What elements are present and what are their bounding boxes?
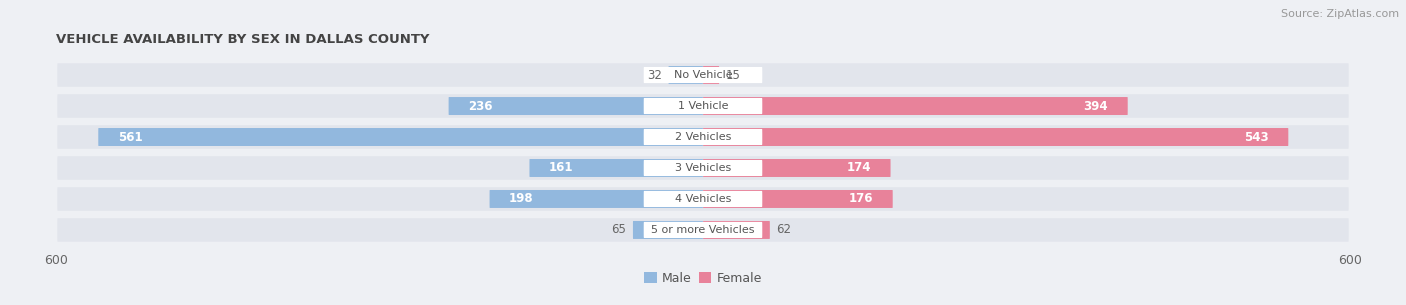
Text: 2 Vehicles: 2 Vehicles — [675, 132, 731, 142]
Text: 394: 394 — [1084, 99, 1108, 113]
Text: 62: 62 — [776, 224, 792, 236]
Text: No Vehicle: No Vehicle — [673, 70, 733, 80]
Text: 174: 174 — [846, 161, 872, 174]
FancyBboxPatch shape — [644, 129, 762, 145]
FancyBboxPatch shape — [703, 128, 1288, 146]
Text: VEHICLE AVAILABILITY BY SEX IN DALLAS COUNTY: VEHICLE AVAILABILITY BY SEX IN DALLAS CO… — [56, 33, 430, 46]
FancyBboxPatch shape — [644, 191, 762, 207]
Text: 543: 543 — [1244, 131, 1268, 144]
FancyBboxPatch shape — [530, 159, 703, 177]
Text: 176: 176 — [849, 192, 873, 206]
FancyBboxPatch shape — [58, 218, 1348, 242]
Text: 236: 236 — [468, 99, 492, 113]
Text: 198: 198 — [509, 192, 534, 206]
FancyBboxPatch shape — [703, 221, 770, 239]
FancyBboxPatch shape — [58, 125, 1348, 149]
FancyBboxPatch shape — [644, 222, 762, 238]
FancyBboxPatch shape — [449, 97, 703, 115]
FancyBboxPatch shape — [98, 128, 703, 146]
FancyBboxPatch shape — [58, 187, 1348, 211]
Legend: Male, Female: Male, Female — [644, 272, 762, 285]
FancyBboxPatch shape — [58, 94, 1348, 118]
Text: 1 Vehicle: 1 Vehicle — [678, 101, 728, 111]
Text: 4 Vehicles: 4 Vehicles — [675, 194, 731, 204]
Text: 161: 161 — [548, 161, 574, 174]
FancyBboxPatch shape — [668, 66, 703, 84]
FancyBboxPatch shape — [703, 97, 1128, 115]
Text: 5 or more Vehicles: 5 or more Vehicles — [651, 225, 755, 235]
FancyBboxPatch shape — [489, 190, 703, 208]
FancyBboxPatch shape — [644, 67, 762, 83]
Text: 3 Vehicles: 3 Vehicles — [675, 163, 731, 173]
Text: 32: 32 — [647, 69, 662, 81]
Text: 15: 15 — [725, 69, 741, 81]
FancyBboxPatch shape — [633, 221, 703, 239]
Text: Source: ZipAtlas.com: Source: ZipAtlas.com — [1281, 9, 1399, 19]
FancyBboxPatch shape — [58, 156, 1348, 180]
FancyBboxPatch shape — [644, 98, 762, 114]
FancyBboxPatch shape — [703, 159, 890, 177]
Text: 65: 65 — [612, 224, 627, 236]
FancyBboxPatch shape — [58, 63, 1348, 87]
FancyBboxPatch shape — [703, 66, 720, 84]
Text: 561: 561 — [118, 131, 142, 144]
FancyBboxPatch shape — [644, 160, 762, 176]
FancyBboxPatch shape — [703, 190, 893, 208]
